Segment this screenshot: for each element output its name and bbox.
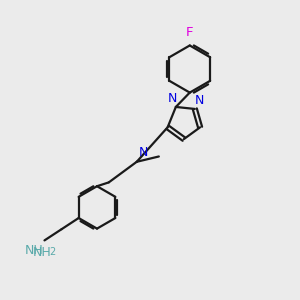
- Text: NH: NH: [24, 244, 43, 257]
- Text: N: N: [139, 146, 148, 159]
- Text: N: N: [168, 92, 177, 105]
- Text: NH: NH: [33, 246, 52, 259]
- Text: N: N: [194, 94, 204, 107]
- Text: F: F: [186, 26, 194, 39]
- Text: 2: 2: [49, 247, 56, 257]
